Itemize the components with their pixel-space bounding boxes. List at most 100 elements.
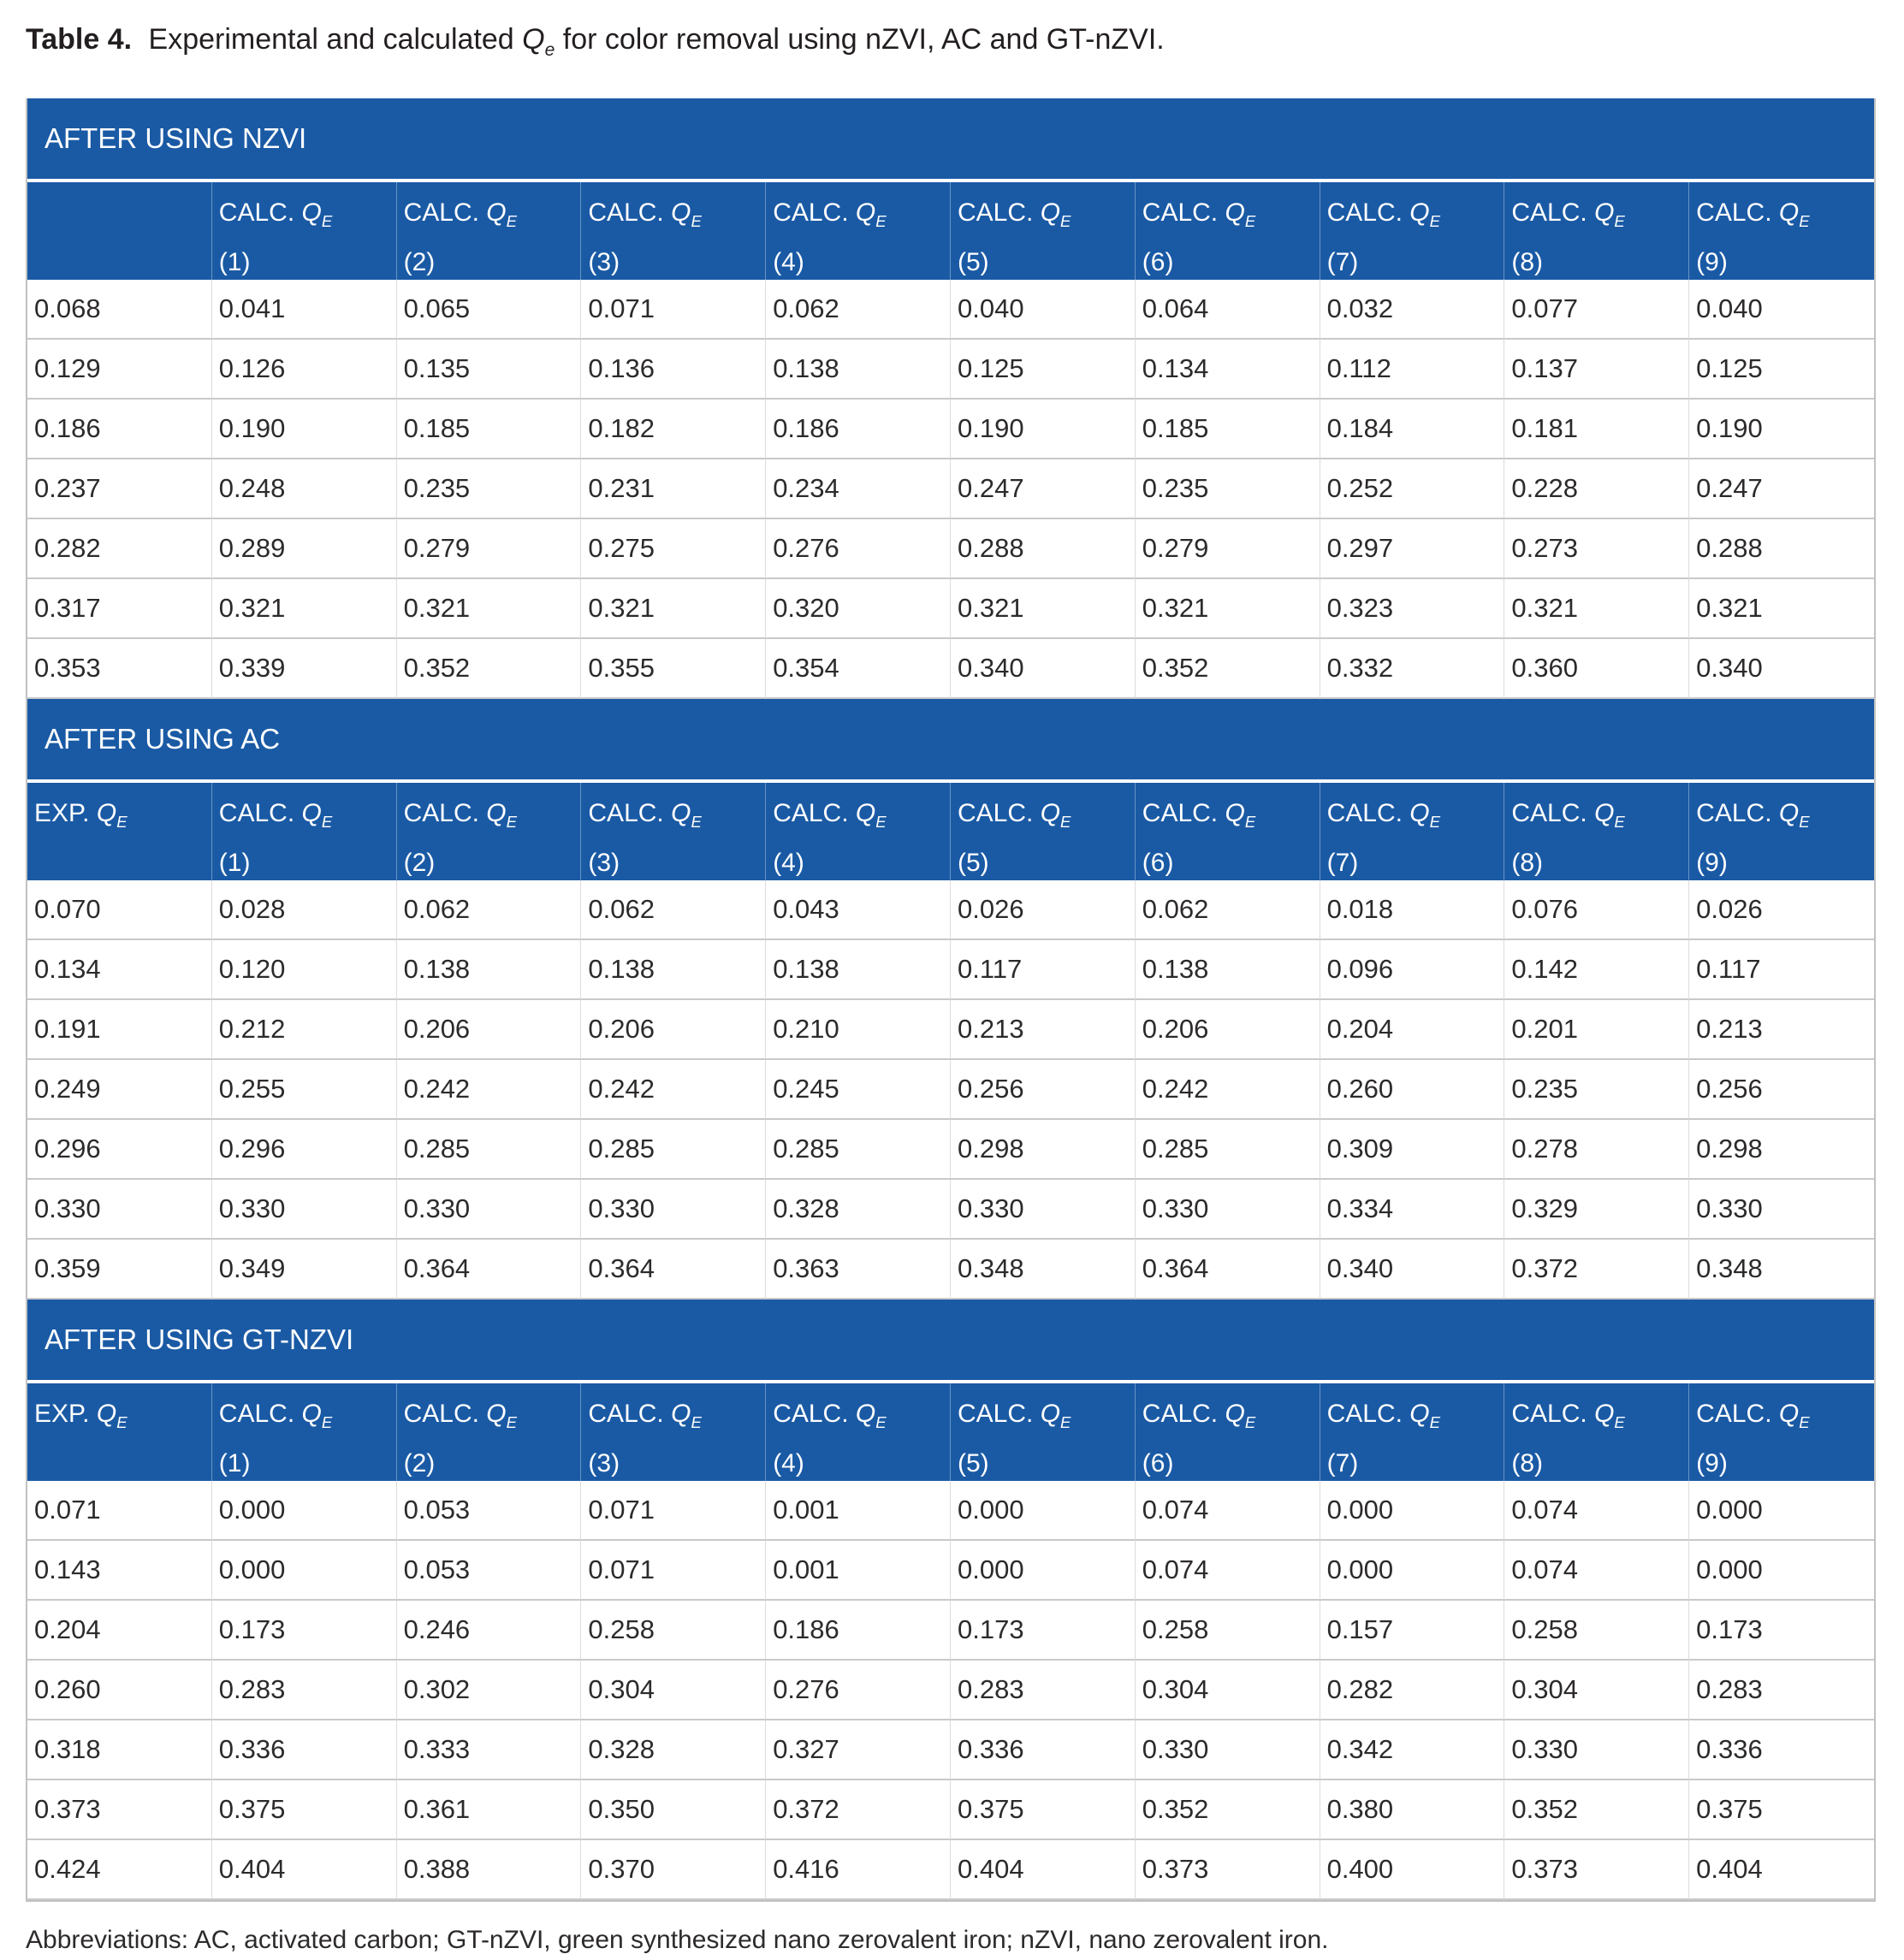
column-header-calc-qe-6: CALC. QE (6) xyxy=(1135,782,1320,880)
table-cell: 0.206 xyxy=(581,999,767,1060)
table-cell: 0.062 xyxy=(766,279,951,340)
table-row: 0.134 0.120 0.138 0.138 0.138 0.117 0.138 0.096… xyxy=(27,939,1874,1000)
column-header-exp-qe: EXP. QE xyxy=(27,1383,212,1481)
table-cell: 0.248 xyxy=(211,459,397,519)
table-cell: 0.328 xyxy=(766,1179,951,1240)
column-header-calc-qe-4: CALC. QE (4) xyxy=(766,181,951,280)
qe-symbol-caption: Qe xyxy=(522,23,555,60)
table-cell: 0.273 xyxy=(1504,518,1690,579)
table-cell: 0.000 xyxy=(1320,1480,1505,1541)
table-cell: 0.136 xyxy=(581,339,767,400)
qe-symbol: QE xyxy=(1594,198,1625,230)
table-cell: 0.373 xyxy=(1135,1839,1320,1900)
section-band-label: AFTER USING GT-NZVI xyxy=(27,1299,1874,1383)
table-row: 0.359 0.349 0.364 0.364 0.363 0.348 0.364 0.340… xyxy=(27,1239,1874,1300)
table-cell: 0.352 xyxy=(1504,1779,1690,1840)
table-cell: 0.279 xyxy=(396,518,582,579)
column-header-calc-qe-9: CALC. QE (9) xyxy=(1689,782,1874,880)
table-cell: 0.074 xyxy=(1504,1540,1690,1601)
column-header-calc-qe-6: CALC. QE (6) xyxy=(1135,1383,1320,1481)
table-cell: 0.228 xyxy=(1504,459,1690,519)
table-cell: 0.185 xyxy=(396,399,582,459)
qe-symbol: QE xyxy=(1225,198,1256,230)
table-cell: 0.348 xyxy=(950,1239,1136,1300)
column-header-calc-qe-1: CALC. QE (1) xyxy=(211,782,397,880)
table-cell: 0.352 xyxy=(1135,1779,1320,1840)
table-cell: 0.258 xyxy=(581,1600,767,1661)
table-row: 0.186 0.190 0.185 0.182 0.186 0.190 0.185 0.184… xyxy=(27,399,1874,459)
table-cell: 0.210 xyxy=(766,999,951,1060)
table-cell: 0.138 xyxy=(1135,939,1320,1000)
table-cell: 0.352 xyxy=(1135,638,1320,699)
table-row: 0.249 0.255 0.242 0.242 0.245 0.256 0.242 0.260… xyxy=(27,1059,1874,1120)
table-cell: 0.062 xyxy=(396,879,582,940)
table-cell: 0.138 xyxy=(581,939,767,1000)
table-row: 0.204 0.173 0.246 0.258 0.186 0.173 0.258 0.157… xyxy=(27,1600,1874,1661)
table-cell: 0.201 xyxy=(1504,999,1690,1060)
table-cell: 0.070 xyxy=(27,879,212,940)
table-caption-text-before: Experimental and calculated xyxy=(140,23,523,56)
table-cell: 0.321 xyxy=(396,578,582,639)
column-header-calc-qe-3: CALC. QE (3) xyxy=(581,1383,767,1481)
table-cell: 0.424 xyxy=(27,1839,212,1900)
table-cell: 0.388 xyxy=(396,1839,582,1900)
table-cell: 0.068 xyxy=(27,279,212,340)
table-cell: 0.000 xyxy=(211,1540,397,1601)
table-cell: 0.330 xyxy=(1135,1720,1320,1780)
table-cell: 0.246 xyxy=(396,1600,582,1661)
table-cell: 0.041 xyxy=(211,279,397,340)
table-cell: 0.360 xyxy=(1504,638,1690,699)
table-cell: 0.297 xyxy=(1320,518,1505,579)
table-cell: 0.138 xyxy=(766,939,951,1000)
table-cell: 0.181 xyxy=(1504,399,1690,459)
table-cell: 0.206 xyxy=(396,999,582,1060)
table-cell: 0.191 xyxy=(27,999,212,1060)
table-cell: 0.126 xyxy=(211,339,397,400)
table-cell: 0.355 xyxy=(581,638,767,699)
table-row: 0.071 0.000 0.053 0.071 0.001 0.000 0.074 0.000… xyxy=(27,1480,1874,1541)
table-cell: 0.173 xyxy=(950,1600,1136,1661)
table-cell: 0.321 xyxy=(211,578,397,639)
section-band: AFTER USING AC xyxy=(27,698,1874,783)
table-cell: 0.129 xyxy=(27,339,212,400)
qe-symbol: QE xyxy=(301,1399,333,1431)
table-cell: 0.157 xyxy=(1320,1600,1505,1661)
table-cell: 0.298 xyxy=(1689,1119,1874,1180)
column-header-exp-qe: EXP. QE xyxy=(27,782,212,880)
table-cell: 0.350 xyxy=(581,1779,767,1840)
table-cell: 0.000 xyxy=(950,1480,1136,1541)
column-header-calc-qe-9: CALC. QE (9) xyxy=(1689,181,1874,280)
qe-symbol: QE xyxy=(1778,798,1810,831)
table-row: 0.070 0.028 0.062 0.062 0.043 0.026 0.062 0.018… xyxy=(27,879,1874,940)
qe-symbol: QE xyxy=(855,798,887,831)
table-cell: 0.074 xyxy=(1504,1480,1690,1541)
table-cell: 0.404 xyxy=(1689,1839,1874,1900)
table-caption-text-after: for color removal using nZVI, AC and GT-… xyxy=(555,23,1165,56)
table-cell: 0.309 xyxy=(1320,1119,1505,1180)
table-cell: 0.064 xyxy=(1135,279,1320,340)
table-cell: 0.375 xyxy=(1689,1779,1874,1840)
table-cell: 0.053 xyxy=(396,1480,582,1541)
table-cell: 0.190 xyxy=(950,399,1136,459)
table-cell: 0.364 xyxy=(581,1239,767,1300)
table-cell: 0.062 xyxy=(1135,879,1320,940)
table-cell: 0.302 xyxy=(396,1660,582,1720)
column-header-empty xyxy=(27,181,212,280)
table-cell: 0.296 xyxy=(211,1119,397,1180)
table-cell: 0.000 xyxy=(211,1480,397,1541)
table-cell: 0.285 xyxy=(766,1119,951,1180)
table-cell: 0.173 xyxy=(1689,1600,1874,1661)
section-band: AFTER USING GT-NZVI xyxy=(27,1299,1874,1383)
table-cell: 0.330 xyxy=(1135,1179,1320,1240)
table-row: 0.317 0.321 0.321 0.321 0.320 0.321 0.321 0.323… xyxy=(27,578,1874,639)
table-row: 0.353 0.339 0.352 0.355 0.354 0.340 0.352 0.332… xyxy=(27,638,1874,699)
table-cell: 0.330 xyxy=(1689,1179,1874,1240)
table-cell: 0.400 xyxy=(1320,1839,1505,1900)
table-caption-label: Table 4. xyxy=(26,23,133,56)
qe-symbol: QE xyxy=(301,198,333,230)
table-cell: 0.256 xyxy=(950,1059,1136,1120)
column-header-row: CALC. QE (1) CALC. QE (2) CALC. QE (3) CALC. Q… xyxy=(27,181,1874,280)
table-cell: 0.135 xyxy=(396,339,582,400)
table-cell: 0.252 xyxy=(1320,459,1505,519)
